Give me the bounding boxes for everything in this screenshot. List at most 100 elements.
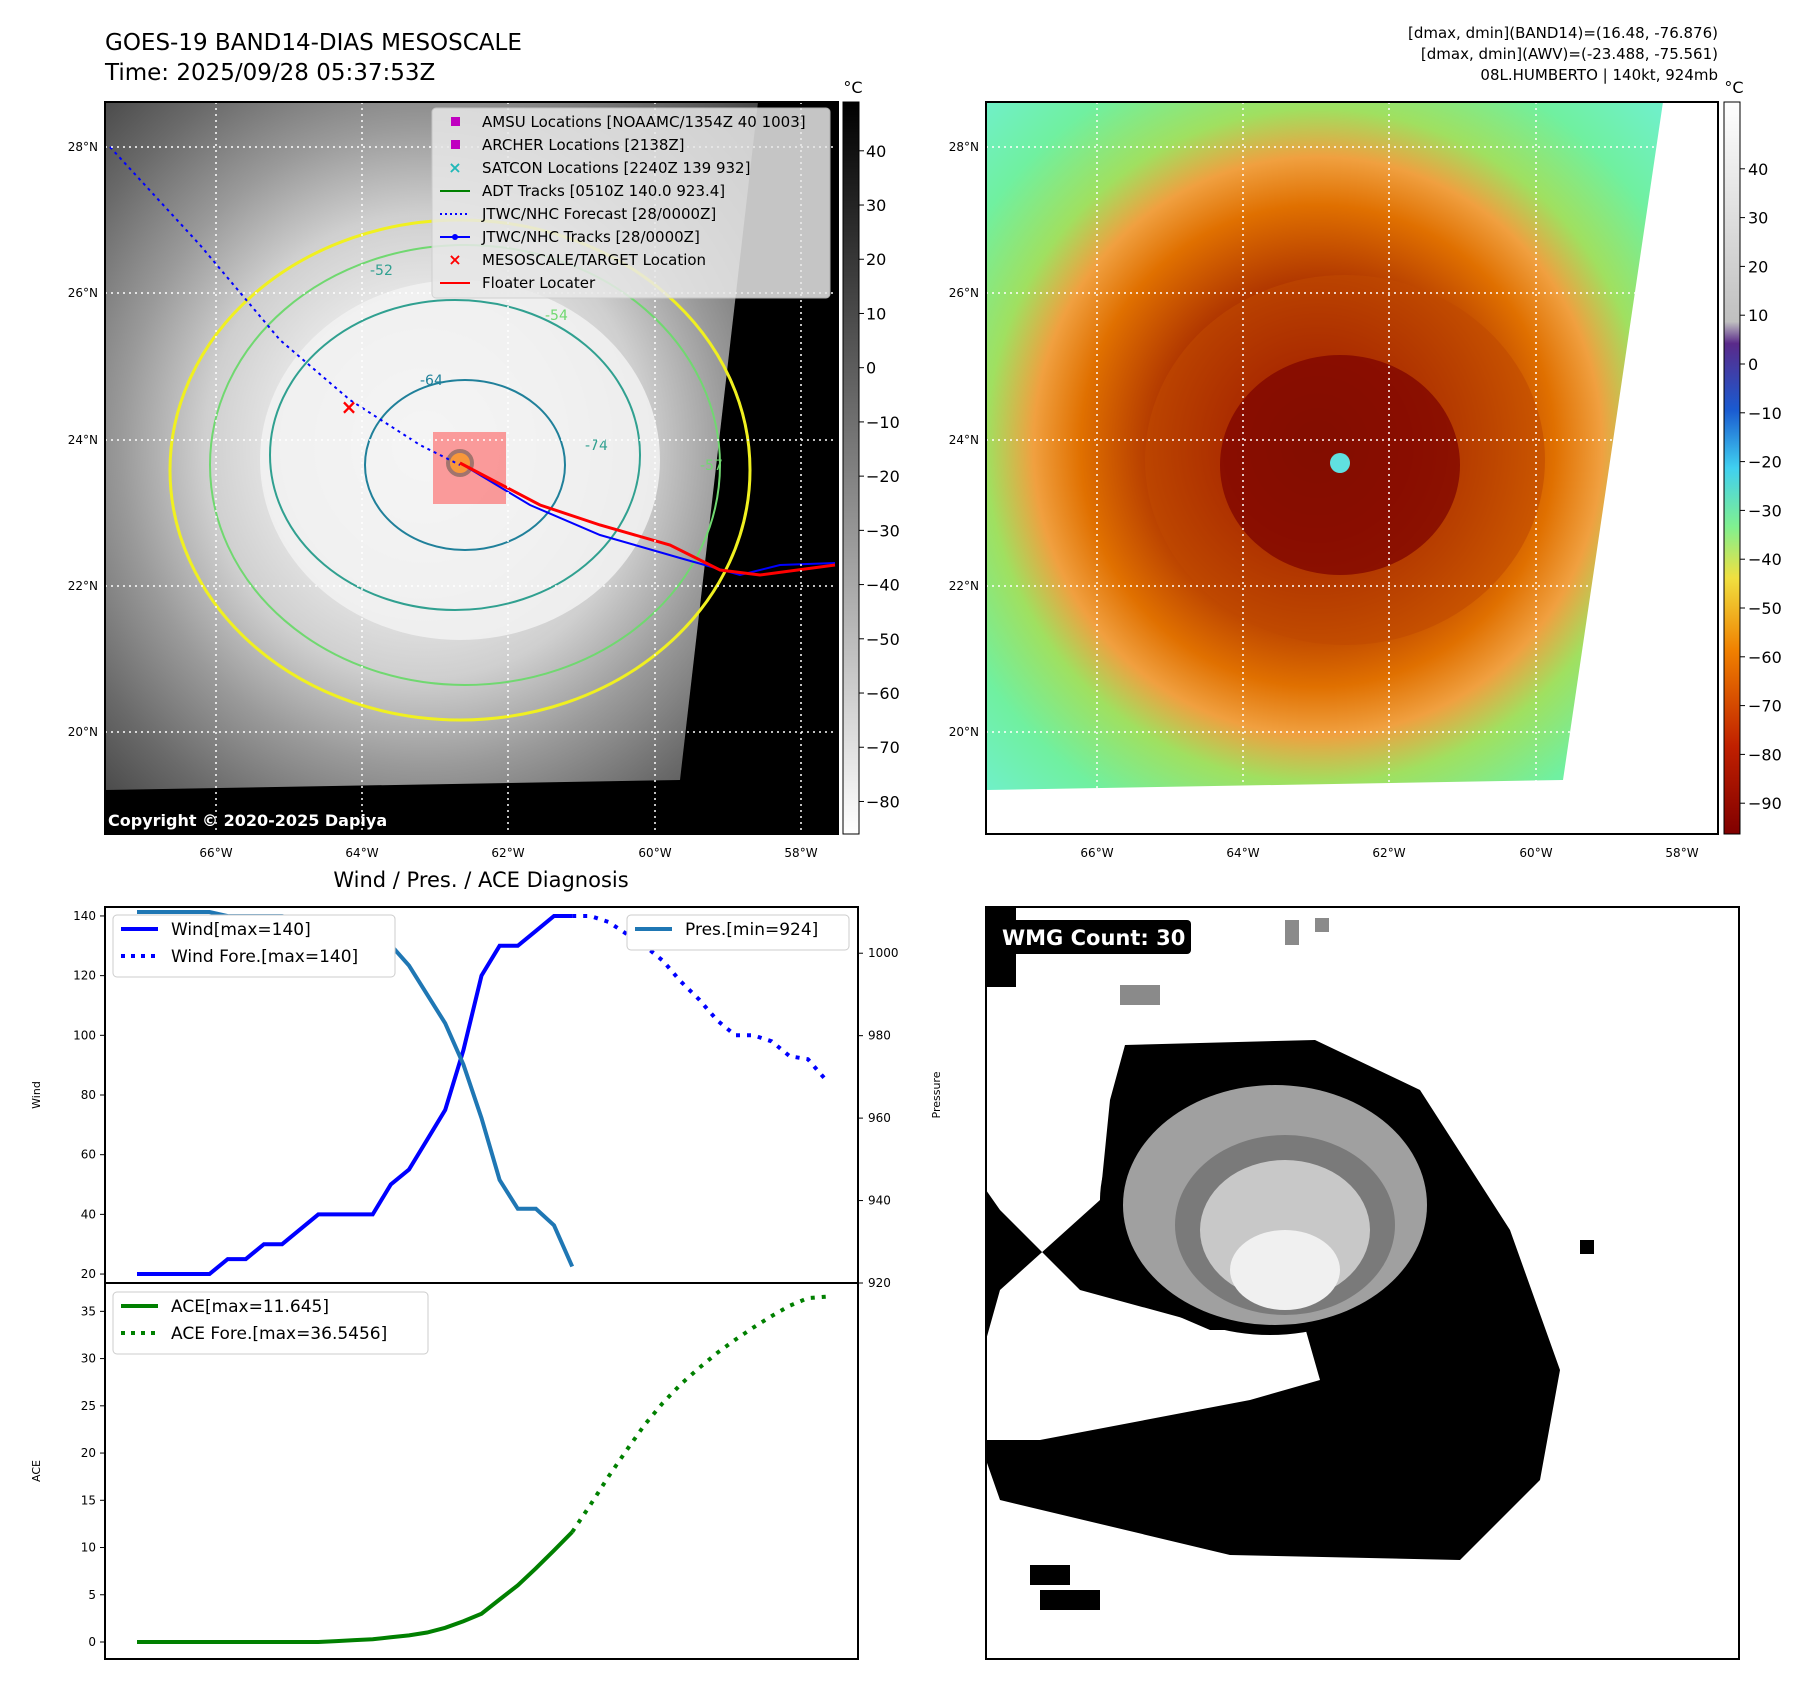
colorbar-tick-label: 0 <box>866 359 876 378</box>
legend-marker-x: × <box>448 158 461 177</box>
y-tick-label: 80 <box>81 1088 96 1102</box>
colorbar-tick-label: −30 <box>866 521 900 540</box>
colorbar-unit: °C <box>1724 78 1743 97</box>
chart-legend-box <box>112 914 396 978</box>
lon-label: 66°W <box>199 846 232 860</box>
target-x-marker: × <box>341 395 358 419</box>
chart-legend-label: Wind[max=140] <box>171 920 311 940</box>
y-tick-label: 0 <box>88 1635 96 1649</box>
y-right-tick-label: 980 <box>868 1029 891 1043</box>
lat-label: 28°N <box>68 140 98 154</box>
colorbar-tick-label: −80 <box>866 792 900 811</box>
legend-label: AMSU Locations [NOAAMC/1354Z 40 1003] <box>482 113 806 131</box>
colorbar-tick-label: −60 <box>1748 648 1782 667</box>
contour-label: -74 <box>585 438 608 454</box>
wmg-pixel-field <box>986 907 1594 1610</box>
wmg-panel: WMG Count: 30 <box>985 906 1740 1660</box>
colorbar-tick-label: 0 <box>1748 355 1758 374</box>
legend-marker-x: × <box>448 250 461 269</box>
contour-label: -52 <box>370 263 393 279</box>
series-line <box>572 914 828 1082</box>
colorbar-tick-label: −50 <box>866 630 900 649</box>
floater-track <box>459 461 836 577</box>
legend-label: Floater Locater <box>482 274 596 292</box>
lon-label: 62°W <box>1372 846 1405 860</box>
awv-map-panel <box>986 102 1718 834</box>
contour-label: -64 <box>420 373 443 389</box>
info-storm: 08L.HUMBERTO | 140kt, 924mb <box>1480 66 1718 84</box>
diagnosis-title: Wind / Pres. / ACE Diagnosis <box>333 868 628 892</box>
y-tick-label: 30 <box>81 1352 96 1366</box>
legend-label: ADT Tracks [0510Z 140.0 923.4] <box>482 182 725 200</box>
colorbar-tick-label: −20 <box>866 467 900 486</box>
colorbar-tick-label: 40 <box>866 142 886 161</box>
forecast-track <box>109 146 461 466</box>
y-tick-label: 140 <box>73 909 96 923</box>
colorbar-tick-label: 30 <box>1748 209 1768 228</box>
colorbar-tick-label: −90 <box>1748 794 1782 813</box>
colorbar-tick-label: 30 <box>866 196 886 215</box>
colorbar-tick-label: 10 <box>866 304 886 323</box>
colorbar-tick-label: 20 <box>866 250 886 269</box>
contour-label: -57 <box>700 458 723 474</box>
colorbar-tick-label: −60 <box>866 684 900 703</box>
lat-label: 24°N <box>949 433 979 447</box>
colorbar-tick-label: −70 <box>1748 697 1782 716</box>
lon-label: 66°W <box>1080 846 1113 860</box>
y-tick-label: 40 <box>81 1207 96 1221</box>
y-right-tick-label: 920 <box>868 1276 891 1290</box>
observed-track <box>459 462 836 577</box>
legend-label: SATCON Locations [2240Z 139 932] <box>482 159 750 177</box>
chart-legend-box <box>112 1291 429 1355</box>
y-tick-label: 20 <box>81 1446 96 1460</box>
y-tick-label: 25 <box>81 1399 96 1413</box>
legend-marker-dot <box>452 234 458 240</box>
chart-legend-label: Pres.[min=924] <box>685 920 818 940</box>
lon-labels-left: 66°W 64°W 62°W 60°W 58°W <box>199 846 817 860</box>
y-tick-label: 60 <box>81 1148 96 1162</box>
y-right-tick-label: 960 <box>868 1111 891 1125</box>
lat-label: 24°N <box>68 433 98 447</box>
lat-label: 22°N <box>68 579 98 593</box>
legend-label: JTWC/NHC Forecast [28/0000Z] <box>481 205 716 223</box>
y-tick-label: 15 <box>81 1493 96 1507</box>
lat-label: 26°N <box>68 286 98 300</box>
lat-label: 28°N <box>949 140 979 154</box>
lat-label: 26°N <box>949 286 979 300</box>
colorbar-tick-label: 40 <box>1748 160 1768 179</box>
series-line <box>137 914 573 1276</box>
series-line <box>570 1294 827 1534</box>
colorbar-tick-label: −50 <box>1748 599 1782 618</box>
colorbar-tick-label: 20 <box>1748 257 1768 276</box>
lon-label: 58°W <box>784 846 817 860</box>
lat-label: 20°N <box>949 725 979 739</box>
contour-label: -54 <box>545 308 568 324</box>
legend-label: ARCHER Locations [2138Z] <box>482 136 685 154</box>
awv-eye <box>1330 453 1350 473</box>
colorbar-tick-label: −40 <box>866 576 900 595</box>
y-axis-label: Wind <box>30 1081 43 1109</box>
colorbar-tick-label: −30 <box>1748 501 1782 520</box>
chart-legend-label: Wind Fore.[max=140] <box>171 947 358 967</box>
grid-lines-right <box>986 102 1718 834</box>
y-tick-label: 5 <box>88 1588 96 1602</box>
wind-pressure-chart: 20 40 60 80 100 120 140 Wind 920 940 960 980 1000 Pre… <box>30 906 943 1290</box>
wmg-count-badge <box>993 920 1191 954</box>
y-tick-label: 100 <box>73 1028 96 1042</box>
colorbar-unit: °C <box>843 78 862 97</box>
lon-label: 64°W <box>345 846 378 860</box>
y-right-axis-label: Pressure <box>930 1071 943 1118</box>
lat-label: 20°N <box>68 725 98 739</box>
colorbar-tick-label: −10 <box>1748 404 1782 423</box>
y-tick-label: 35 <box>81 1304 96 1318</box>
legend-label: JTWC/NHC Tracks [28/0000Z] <box>481 228 700 246</box>
y-right-tick-label: 1000 <box>868 946 899 960</box>
lat-labels-right: 28°N 26°N 24°N 22°N 20°N <box>949 140 979 739</box>
lon-label: 58°W <box>1665 846 1698 860</box>
colorbar-tick-label: −10 <box>866 413 900 432</box>
lon-label: 64°W <box>1226 846 1259 860</box>
wmg-count-text: WMG Count: 30 <box>1002 926 1185 950</box>
y-tick-label: 20 <box>81 1267 96 1281</box>
y-tick-label: 10 <box>81 1541 96 1555</box>
